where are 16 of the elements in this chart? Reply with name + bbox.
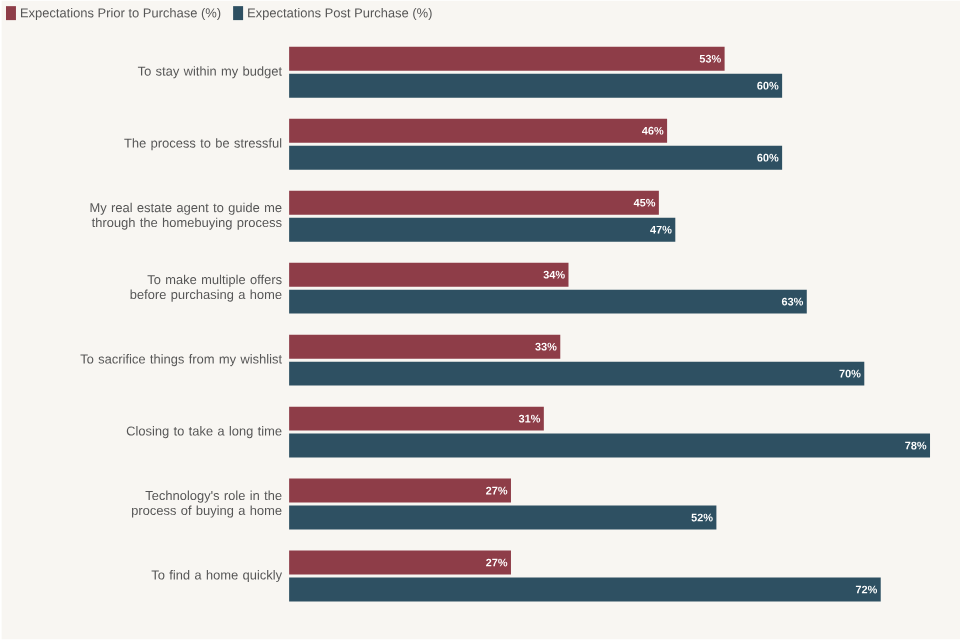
bar: [289, 46, 725, 71]
bar: [289, 478, 511, 503]
bar: [289, 145, 783, 170]
bar: [289, 433, 931, 458]
bar: [289, 550, 511, 575]
bar: [289, 73, 783, 98]
bar: [289, 334, 561, 359]
bar: [289, 505, 717, 530]
bar: [289, 406, 544, 431]
bar: [289, 262, 569, 287]
bar: [289, 289, 807, 314]
bar: [289, 361, 865, 386]
bar: [289, 577, 881, 602]
bar: [289, 118, 668, 143]
bar: [289, 217, 676, 242]
bar: [289, 190, 659, 215]
